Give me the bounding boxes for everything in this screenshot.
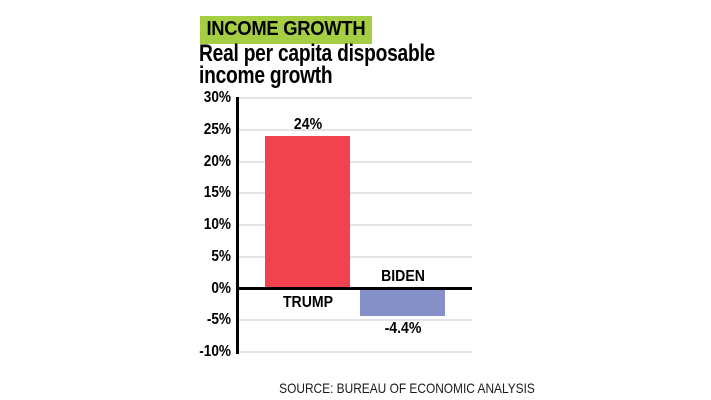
source-credit: SOURCE: BUREAU OF ECONOMIC ANALYSIS: [279, 380, 535, 396]
ytick-20: 20%: [203, 152, 231, 170]
gridline-30: [237, 97, 472, 99]
zero-baseline: [237, 287, 472, 290]
title-line-1: Real per capita disposable: [199, 40, 435, 67]
kicker-badge: INCOME GROWTH: [200, 16, 372, 44]
kicker-text: INCOME GROWTH: [206, 18, 366, 40]
gridline-10: [237, 351, 472, 353]
ytick-10: 10%: [203, 216, 231, 233]
gridline-5: [237, 319, 472, 322]
gridline-5: [237, 255, 472, 258]
gridline-15: [237, 192, 472, 195]
value-label-trump: 24%: [293, 116, 322, 134]
bar-biden: [360, 288, 445, 317]
y-axis-line: [236, 97, 239, 354]
ytick-0: 0%: [211, 279, 231, 297]
gridline-10: [237, 224, 472, 226]
chart-title: Real per capita disposable income growth: [199, 40, 435, 89]
category-label-trump: TRUMP: [282, 293, 333, 311]
ytick-10: -10%: [199, 343, 231, 360]
ytick-15: 15%: [203, 184, 231, 202]
value-label-biden: -4.4%: [384, 320, 421, 338]
title-line-2: income growth: [199, 62, 333, 89]
ytick-25: 25%: [203, 120, 231, 138]
ytick-5: -5%: [206, 311, 231, 329]
gridline-20: [237, 160, 472, 163]
bar-trump: [265, 136, 350, 289]
ytick-30: 30%: [203, 89, 231, 106]
category-label-biden: BIDEN: [380, 267, 425, 285]
gridline-25: [237, 128, 472, 131]
ytick-5: 5%: [211, 247, 231, 265]
